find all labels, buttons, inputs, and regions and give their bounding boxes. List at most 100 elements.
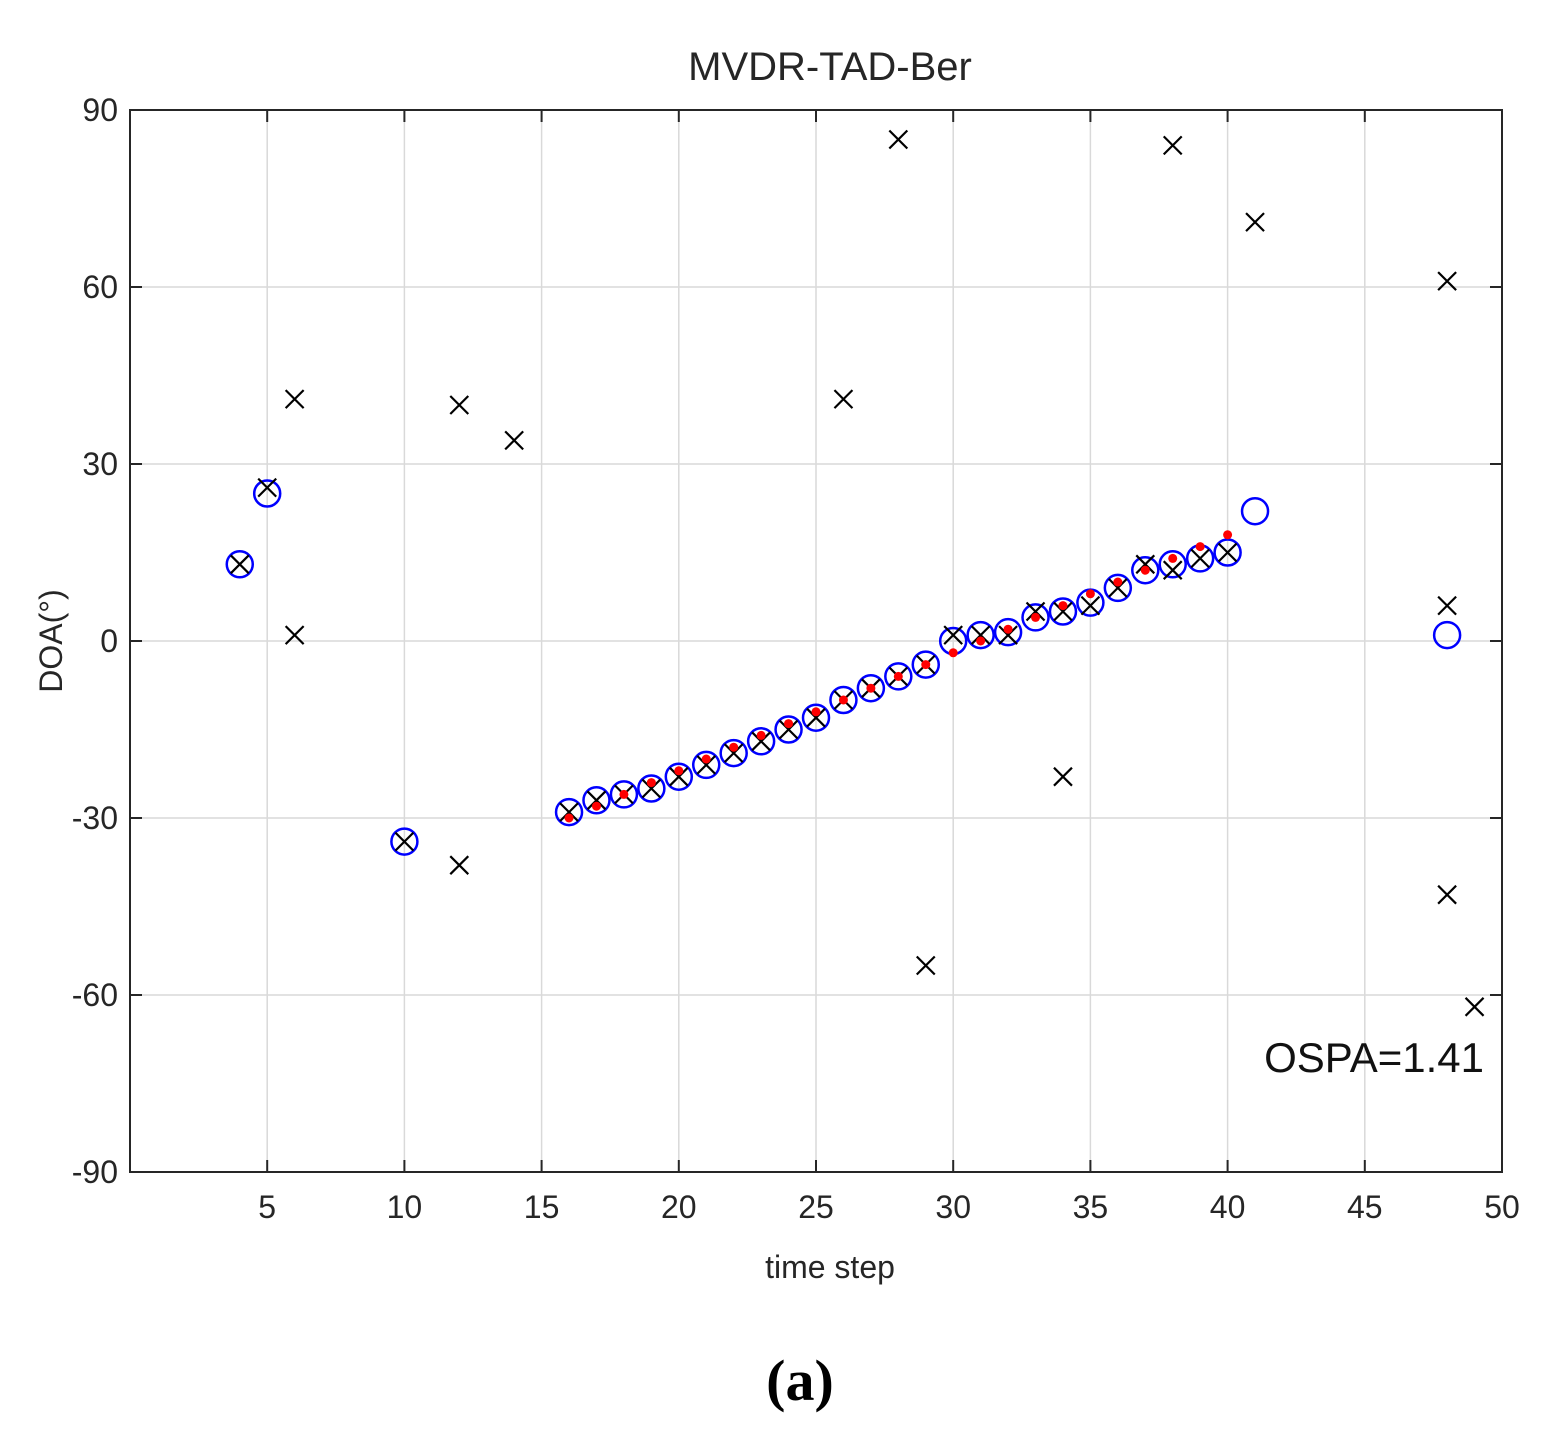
estimate-point xyxy=(691,750,721,780)
estimate-point xyxy=(966,620,995,650)
series-true-doa xyxy=(564,530,1233,823)
estimate-point xyxy=(1021,603,1050,632)
measurement-point xyxy=(778,719,799,740)
truth-point xyxy=(1195,542,1205,552)
y-tick-label: 0 xyxy=(100,623,118,659)
truth-point xyxy=(838,695,848,705)
measurement-point xyxy=(229,554,250,575)
y-tick-label: -90 xyxy=(72,1154,118,1190)
truth-point xyxy=(591,801,601,811)
truth-point xyxy=(701,754,711,764)
measurement-point xyxy=(696,755,717,775)
estimate-point xyxy=(609,780,639,809)
estimate-point xyxy=(829,685,858,715)
estimate-point xyxy=(1158,550,1187,579)
truth-point xyxy=(948,648,958,658)
estimate-point xyxy=(252,479,282,508)
measurement-point xyxy=(806,707,826,728)
measurement-point xyxy=(915,955,936,976)
measurement-point xyxy=(669,766,689,787)
truth-point xyxy=(1168,553,1178,563)
truth-point xyxy=(564,813,574,823)
measurement-point xyxy=(1190,548,1210,569)
truth-point xyxy=(1140,565,1150,575)
estimate-point xyxy=(884,662,913,691)
measurement-point xyxy=(1108,578,1128,598)
measurement-point xyxy=(833,389,854,409)
measurement-point xyxy=(449,395,470,415)
truth-point xyxy=(729,742,739,752)
x-tick-label: 45 xyxy=(1347,1189,1383,1225)
marks xyxy=(225,129,1485,1017)
estimate-point xyxy=(390,827,419,856)
measurement-point xyxy=(1437,884,1457,905)
measurement-point xyxy=(284,625,305,645)
y-tick-label: 60 xyxy=(82,269,118,305)
estimate-point xyxy=(856,673,886,703)
measurement-point xyxy=(257,477,277,498)
measurement-point xyxy=(1080,595,1101,616)
measurement-point xyxy=(888,129,909,150)
truth-point xyxy=(1223,530,1233,540)
measurement-point xyxy=(394,831,415,852)
estimate-point xyxy=(774,715,803,744)
measurement-point xyxy=(998,625,1018,645)
truth-point xyxy=(619,789,629,799)
figure-caption: (a) xyxy=(766,1348,834,1413)
estimate-point xyxy=(1103,573,1133,603)
measurement-point xyxy=(751,731,771,752)
measurement-point xyxy=(970,625,991,645)
estimate-point xyxy=(719,738,748,768)
estimate-point xyxy=(801,703,831,732)
measurement-point xyxy=(641,778,662,799)
y-tick-label: 90 xyxy=(82,92,118,128)
truth-point xyxy=(1113,577,1123,587)
truth-point xyxy=(866,683,876,693)
measurement-point xyxy=(1162,135,1183,156)
x-tick-label: 15 xyxy=(524,1189,560,1225)
estimate-point xyxy=(993,617,1023,647)
measurement-point xyxy=(1437,271,1457,291)
ticks: 5 10 15 20 25 30 35 40 45 50 90 60 30 0 -30 -60 -90 xyxy=(72,92,1520,1225)
estimate-point xyxy=(1131,555,1160,585)
measurement-point xyxy=(586,790,607,811)
y-tick-label: -30 xyxy=(72,800,118,836)
x-tick-label: 5 xyxy=(258,1189,276,1225)
truth-point xyxy=(784,719,794,729)
truth-point xyxy=(1085,589,1095,599)
y-tick-label: -60 xyxy=(72,977,118,1013)
measurement-point xyxy=(449,855,470,875)
measurement-point xyxy=(1053,766,1073,787)
truth-point xyxy=(646,778,656,788)
x-tick-label: 30 xyxy=(935,1189,971,1225)
measurement-point xyxy=(1464,997,1485,1017)
estimate-point xyxy=(582,786,611,815)
measurement-point xyxy=(1025,601,1046,622)
measurement-point xyxy=(943,625,963,645)
x-tick-label: 50 xyxy=(1484,1189,1520,1225)
truth-point xyxy=(756,730,766,740)
truth-point xyxy=(893,671,903,681)
truth-point xyxy=(976,636,986,646)
measurement-point xyxy=(1162,560,1183,580)
measurement-point xyxy=(1053,601,1073,622)
estimate-point xyxy=(1048,597,1078,626)
measurement-point xyxy=(723,743,744,763)
estimate-point xyxy=(1213,538,1242,567)
x-tick-label: 40 xyxy=(1210,1189,1246,1225)
estimate-point xyxy=(664,762,694,791)
x-tick-label: 20 xyxy=(661,1189,697,1225)
y-tick-label: 30 xyxy=(82,446,118,482)
estimate-point xyxy=(1240,496,1270,526)
y-axis-label: DOA(°) xyxy=(33,589,69,692)
estimate-point xyxy=(746,727,776,756)
truth-point xyxy=(1058,601,1068,611)
measurement-point xyxy=(1217,542,1238,563)
measurement-point xyxy=(1437,595,1457,616)
x-axis-label: time step xyxy=(765,1249,895,1285)
truth-point xyxy=(1031,612,1041,622)
measurement-point xyxy=(504,430,524,451)
truth-point xyxy=(921,660,931,670)
measurement-point xyxy=(284,389,305,409)
